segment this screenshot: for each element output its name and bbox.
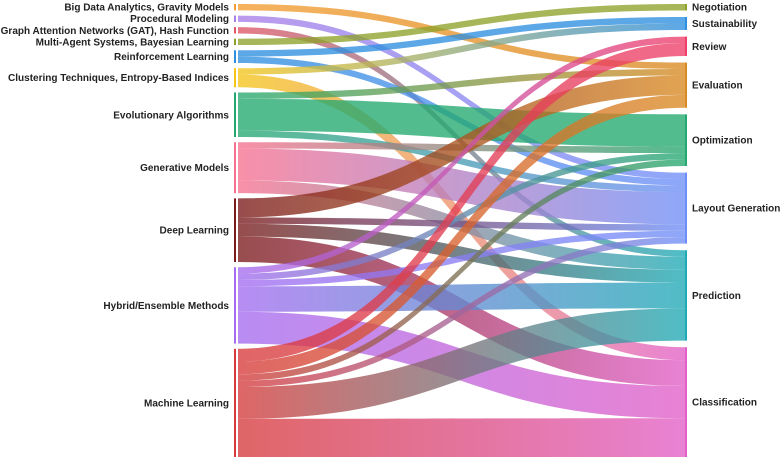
source-label-evolutionary-algorithms: Evolutionary Algorithms — [113, 110, 229, 121]
source-label-hybrid-ensemble-methods: Hybrid/Ensemble Methods — [103, 301, 229, 312]
link-rl-to-sustainability[interactable] — [238, 17, 685, 57]
target-node-sustainability[interactable] — [685, 17, 687, 30]
link-evo-to-layout[interactable] — [238, 130, 685, 192]
link-hybrid-to-prediction[interactable] — [238, 282, 685, 312]
target-node-negotiation[interactable] — [685, 4, 687, 11]
nodes-layer — [234, 4, 687, 457]
source-node-reinforcement-learning[interactable] — [234, 50, 236, 63]
link-hybrid-to-review[interactable] — [238, 36, 685, 274]
source-label-deep-learning: Deep Learning — [160, 226, 229, 237]
target-label-optimization: Optimization — [692, 136, 753, 147]
source-label-generative-models: Generative Models — [140, 163, 229, 174]
target-node-classification[interactable] — [685, 347, 687, 457]
link-gen-to-layout[interactable] — [238, 148, 685, 225]
target-label-layout-generation: Layout Generation — [692, 204, 780, 215]
link-ml-to-evaluation[interactable] — [238, 94, 685, 375]
links-layer — [238, 4, 685, 457]
target-label-negotiation: Negotiation — [692, 3, 747, 14]
source-node-clustering-techniques-entropy-based-indices[interactable] — [234, 68, 236, 88]
source-label-graph-attention-networks-gat-hash-function: Graph Attention Networks (GAT), Hash Fun… — [1, 26, 229, 37]
target-label-prediction: Prediction — [692, 291, 741, 302]
link-ml-to-optimization[interactable] — [238, 159, 685, 381]
source-node-hybrid-ensemble-methods[interactable] — [234, 267, 236, 344]
source-label-multi-agent-systems-bayesian-learning: Multi-Agent Systems, Bayesian Learning — [36, 37, 229, 48]
source-node-generative-models[interactable] — [234, 142, 236, 194]
source-node-deep-learning[interactable] — [234, 198, 236, 263]
link-clustering-to-sustainability[interactable] — [238, 23, 685, 75]
link-hybrid-to-optimization[interactable] — [238, 153, 685, 280]
link-ml-to-classification[interactable] — [238, 418, 685, 457]
target-label-review: Review — [692, 42, 727, 53]
source-label-machine-learning: Machine Learning — [144, 398, 229, 409]
link-multiagent-to-negotiation[interactable] — [238, 4, 685, 46]
link-hybrid-to-layout[interactable] — [238, 230, 685, 287]
target-node-optimization[interactable] — [685, 114, 687, 166]
source-label-clustering-techniques-entropy-based-indices: Clustering Techniques, Entropy-Based Ind… — [8, 73, 229, 84]
source-label-big-data-analytics-gravity-models: Big Data Analytics, Gravity Models — [64, 3, 229, 14]
source-node-multi-agent-systems-bayesian-learning[interactable] — [234, 38, 236, 46]
link-dl-to-layout[interactable] — [238, 217, 685, 231]
labels-layer: Big Data Analytics, Gravity ModelsProced… — [1, 3, 781, 410]
link-dl-to-evaluation[interactable] — [238, 75, 685, 218]
source-node-evolutionary-algorithms[interactable] — [234, 92, 236, 138]
link-dl-to-prediction[interactable] — [238, 223, 685, 283]
source-node-procedural-modeling[interactable] — [234, 15, 236, 22]
source-label-reinforcement-learning: Reinforcement Learning — [114, 52, 229, 63]
target-node-layout-generation[interactable] — [685, 172, 687, 244]
target-node-evaluation[interactable] — [685, 62, 687, 108]
target-node-review[interactable] — [685, 36, 687, 56]
target-label-evaluation: Evaluation — [692, 81, 743, 92]
link-ml-to-layout[interactable] — [238, 237, 685, 387]
target-node-prediction[interactable] — [685, 250, 687, 341]
link-ml-to-prediction[interactable] — [238, 308, 685, 419]
link-procedural-to-layout[interactable] — [238, 15, 685, 180]
source-node-big-data-analytics-gravity-models[interactable] — [234, 4, 236, 11]
target-label-sustainability: Sustainability — [692, 19, 757, 30]
target-label-classification: Classification — [692, 398, 757, 409]
source-node-graph-attention-networks-gat-hash-function[interactable] — [234, 27, 236, 34]
source-node-machine-learning[interactable] — [234, 348, 236, 457]
link-ml-to-review[interactable] — [238, 43, 685, 362]
source-label-procedural-modeling: Procedural Modeling — [130, 14, 229, 25]
